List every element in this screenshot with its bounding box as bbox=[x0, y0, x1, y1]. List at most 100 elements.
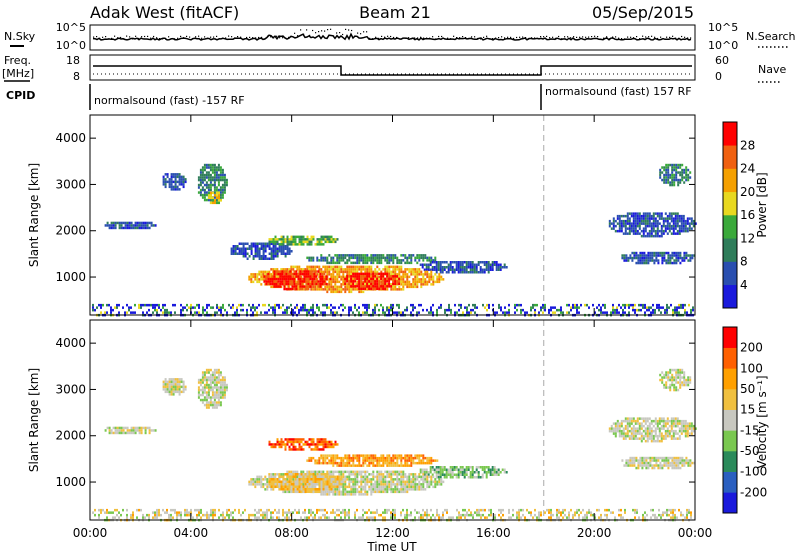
echo-cell bbox=[404, 456, 407, 460]
echo-cell bbox=[666, 224, 669, 228]
echo-cell bbox=[330, 475, 333, 478]
echo-cell bbox=[430, 256, 433, 260]
echo-cell bbox=[364, 265, 367, 269]
echo-cell bbox=[372, 461, 375, 465]
echo-cell bbox=[682, 222, 685, 225]
noise-search-dot bbox=[558, 35, 560, 38]
ground-scatter-cell bbox=[170, 311, 172, 314]
colorbar-tick-label: 12 bbox=[740, 231, 755, 245]
echo-cell bbox=[358, 480, 361, 484]
echo-cell bbox=[358, 256, 361, 260]
echo-cell bbox=[392, 256, 395, 260]
ground-scatter-cell bbox=[682, 306, 684, 309]
echo-cell bbox=[140, 224, 143, 227]
echo-cell bbox=[344, 488, 347, 491]
noise-search-dot bbox=[105, 36, 107, 38]
echo-cell bbox=[352, 254, 355, 257]
echo-cell bbox=[658, 222, 661, 225]
echo-cell bbox=[364, 475, 367, 479]
echo-cell bbox=[396, 280, 399, 283]
echo-cell bbox=[266, 480, 269, 484]
ground-scatter-cell bbox=[450, 308, 452, 312]
echo-cell bbox=[250, 275, 253, 279]
ground-scatter-cell bbox=[406, 306, 408, 309]
echo-cell bbox=[162, 385, 165, 389]
echo-cell bbox=[320, 235, 323, 239]
echo-cell bbox=[268, 473, 271, 476]
echo-cell bbox=[213, 181, 216, 184]
echo-cell bbox=[394, 454, 397, 457]
ground-scatter-cell bbox=[498, 303, 500, 307]
echo-cell bbox=[430, 259, 433, 262]
echo-cell bbox=[364, 456, 367, 460]
echo-cell bbox=[168, 390, 171, 394]
echo-cell bbox=[687, 176, 690, 179]
ground-scatter-cell bbox=[574, 303, 576, 307]
echo-cell bbox=[684, 222, 687, 225]
echo-cell bbox=[272, 475, 275, 478]
ground-scatter-cell bbox=[274, 303, 276, 307]
noise-search-dot bbox=[393, 36, 395, 39]
echo-cell bbox=[170, 178, 173, 181]
echo-cell bbox=[170, 188, 173, 191]
echo-cell bbox=[459, 268, 462, 271]
echo-cell bbox=[114, 431, 117, 435]
echo-cell bbox=[661, 256, 664, 260]
echo-cell bbox=[219, 393, 222, 397]
echo-cell bbox=[274, 255, 277, 258]
echo-cell bbox=[248, 245, 251, 248]
echo-cell bbox=[110, 221, 113, 225]
echo-cell bbox=[348, 265, 351, 269]
echo-cell bbox=[304, 483, 307, 486]
echo-cell bbox=[360, 488, 363, 491]
echo-cell bbox=[354, 254, 357, 257]
echo-cell bbox=[203, 388, 206, 392]
echo-cell bbox=[323, 282, 326, 286]
echo-cell bbox=[354, 275, 357, 278]
echo-cell bbox=[278, 247, 281, 250]
echo-cell bbox=[408, 283, 411, 286]
echo-cell bbox=[321, 280, 324, 283]
echo-cell bbox=[374, 275, 377, 278]
echo-cell bbox=[636, 219, 639, 223]
echo-cell bbox=[628, 217, 631, 220]
echo-cell bbox=[256, 242, 259, 245]
echo-cell bbox=[658, 214, 661, 218]
echo-cell bbox=[148, 226, 151, 230]
echo-cell bbox=[274, 240, 277, 244]
echo-cell bbox=[489, 473, 492, 476]
echo-cell bbox=[172, 390, 175, 394]
echo-cell bbox=[374, 254, 377, 257]
echo-cell bbox=[278, 485, 281, 488]
ground-scatter-cell bbox=[102, 303, 104, 307]
echo-cell bbox=[326, 461, 329, 465]
echo-cell bbox=[288, 490, 291, 494]
echo-cell bbox=[651, 254, 654, 257]
echo-cell bbox=[221, 386, 224, 389]
ground-scatter-cell bbox=[692, 308, 694, 312]
echo-cell bbox=[211, 371, 214, 374]
echo-cell bbox=[676, 232, 679, 235]
noise-search-dot bbox=[483, 36, 485, 38]
echo-cell bbox=[402, 275, 405, 279]
echo-cell bbox=[283, 285, 286, 288]
echo-cell bbox=[320, 493, 323, 496]
echo-cell bbox=[667, 261, 670, 265]
echo-cell bbox=[663, 166, 666, 169]
echo-cell bbox=[406, 275, 409, 279]
echo-cell bbox=[330, 261, 333, 265]
echo-cell bbox=[404, 473, 407, 476]
ground-scatter-cell bbox=[678, 311, 680, 314]
echo-cell bbox=[201, 176, 204, 179]
echo-cell bbox=[679, 256, 682, 260]
echo-cell bbox=[205, 183, 208, 187]
echo-cell bbox=[631, 251, 634, 255]
echo-cell bbox=[128, 221, 131, 225]
echo-cell bbox=[282, 440, 285, 444]
echo-cell bbox=[326, 270, 329, 274]
echo-cell bbox=[288, 445, 291, 449]
echo-cell bbox=[180, 183, 183, 186]
ground-scatter-cell bbox=[684, 308, 686, 312]
echo-cell bbox=[673, 168, 676, 172]
echo-cell bbox=[236, 245, 239, 248]
